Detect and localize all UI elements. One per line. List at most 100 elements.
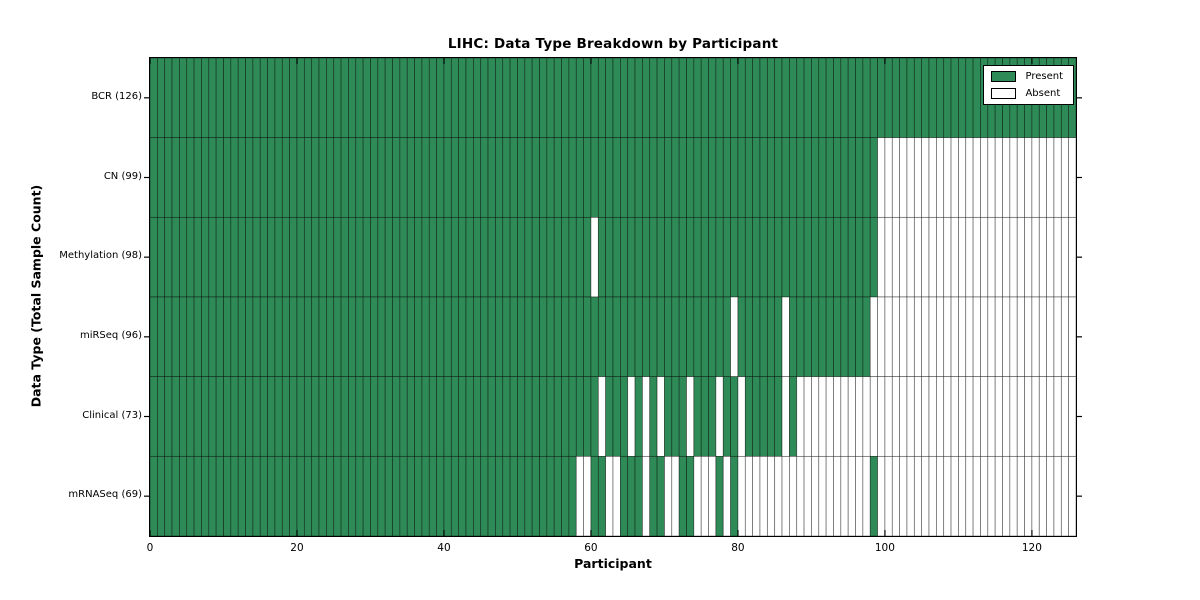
heatmap-cell (311, 376, 320, 457)
y-tick-label: Clinical (73) (82, 409, 142, 421)
heatmap-cell (303, 455, 313, 537)
heatmap-cell (245, 137, 254, 218)
heatmap-cell (362, 296, 371, 378)
heatmap-cell (333, 376, 342, 457)
heatmap-cell (223, 376, 232, 457)
heatmap-cell (215, 216, 224, 298)
legend-absent-label: Absent (1025, 87, 1061, 99)
heatmap-cell (972, 57, 981, 139)
heatmap-cell (318, 137, 327, 218)
heatmap-cell (326, 57, 335, 139)
heatmap-cell (274, 137, 283, 218)
heatmap-cell (303, 57, 313, 139)
heatmap-cell (575, 57, 584, 139)
heatmap-cell (781, 57, 790, 139)
heatmap-cell (803, 455, 812, 537)
heatmap-cell (531, 296, 540, 378)
heatmap-cell (693, 216, 702, 298)
heatmap-cell (1024, 455, 1033, 537)
heatmap-cell (326, 216, 335, 298)
heatmap-cell (877, 296, 886, 378)
heatmap-cell (377, 376, 386, 457)
heatmap-cell (1002, 216, 1011, 298)
heatmap-cell (965, 216, 974, 298)
heatmap-cell (855, 376, 864, 457)
heatmap-cell (414, 455, 423, 537)
heatmap-cell (296, 455, 305, 537)
heatmap-cell (840, 216, 849, 298)
heatmap-cell (179, 376, 188, 457)
heatmap-cell (450, 57, 460, 139)
heatmap-cell (664, 455, 673, 537)
heatmap-cell (737, 216, 746, 298)
heatmap-cell (789, 137, 798, 218)
heatmap-cell (774, 296, 783, 378)
heatmap-cell (362, 216, 371, 298)
heatmap-cell (480, 216, 489, 298)
heatmap-cell (156, 376, 166, 457)
heatmap-cell (722, 376, 731, 457)
heatmap-cell (781, 376, 790, 457)
heatmap-cell (164, 376, 173, 457)
heatmap-cell (678, 137, 687, 218)
heatmap-cell (531, 216, 540, 298)
heatmap-cell (414, 137, 423, 218)
heatmap-cell (605, 57, 614, 139)
heatmap-cell (847, 296, 856, 378)
heatmap-cell (715, 376, 724, 457)
heatmap-cell (877, 216, 886, 298)
heatmap-cell (495, 296, 504, 378)
heatmap-cell (869, 57, 878, 139)
heatmap-cell (348, 455, 357, 537)
y-tick-label: Methylation (98) (59, 250, 142, 262)
heatmap-cell (612, 296, 621, 378)
heatmap-cell (370, 137, 379, 218)
heatmap-cell (502, 455, 511, 537)
heatmap-cell (531, 57, 540, 139)
heatmap-cell (921, 296, 930, 378)
heatmap-cell (649, 216, 658, 298)
heatmap-cell (179, 455, 188, 537)
heatmap-cell (590, 296, 599, 378)
heatmap-cell (678, 216, 687, 298)
heatmap-cell (201, 296, 210, 378)
heatmap-cell (840, 137, 849, 218)
heatmap-cell (693, 296, 702, 378)
heatmap-cell (487, 57, 496, 139)
heatmap-cell (664, 137, 673, 218)
heatmap-cell (546, 137, 555, 218)
heatmap-cell (186, 137, 195, 218)
heatmap-cell (237, 296, 246, 378)
heatmap-cell (1009, 216, 1018, 298)
heatmap-cell (862, 455, 871, 537)
heatmap-cell (994, 216, 1003, 298)
heatmap-cell (693, 376, 702, 457)
heatmap-cell (847, 137, 856, 218)
heatmap-cell (171, 296, 180, 378)
heatmap-cell (590, 376, 599, 457)
heatmap-cell (421, 455, 430, 537)
heatmap-cell (803, 137, 812, 218)
heatmap-cell (326, 455, 335, 537)
heatmap-cell (811, 57, 820, 139)
heatmap-cell (340, 57, 349, 139)
heatmap-cell (1024, 376, 1033, 457)
heatmap-cell (237, 376, 246, 457)
heatmap-cell (333, 57, 342, 139)
heatmap-cell (340, 376, 349, 457)
heatmap-cell (597, 455, 607, 537)
heatmap-cell (958, 296, 967, 378)
heatmap-cell (656, 455, 665, 537)
heatmap-cell (296, 296, 305, 378)
heatmap-cell (1002, 296, 1011, 378)
heatmap-cell (539, 296, 548, 378)
heatmap-cell (531, 137, 540, 218)
heatmap-cell (355, 455, 364, 537)
heatmap-cell (972, 296, 981, 378)
heatmap-cell (759, 455, 768, 537)
heatmap-cell (186, 296, 195, 378)
heatmap-cell (818, 137, 827, 218)
heatmap-cell (612, 216, 621, 298)
heatmap-cell (921, 216, 930, 298)
heatmap-cell (208, 216, 217, 298)
